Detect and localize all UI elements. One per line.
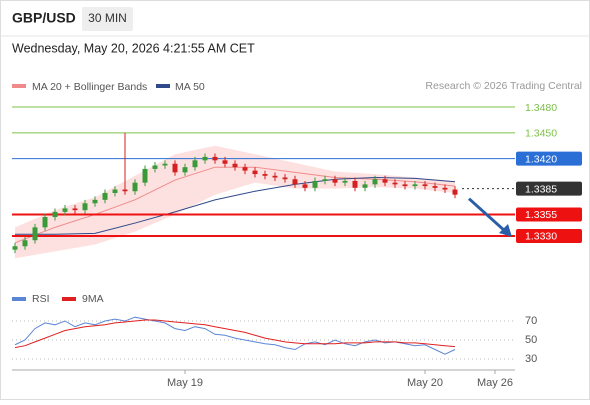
candle-body	[72, 208, 78, 211]
candle-body	[372, 179, 378, 185]
level-box	[516, 151, 582, 166]
x-tick-label: May 19	[167, 377, 203, 389]
candle-body	[202, 156, 208, 161]
level-label: 1.3450	[525, 128, 557, 140]
source: Research © 2026 Trading Central	[425, 80, 582, 92]
candle-body	[432, 186, 438, 188]
forecast-arrowhead	[499, 223, 512, 237]
candle-body	[402, 184, 408, 187]
y-tick-label: 70	[525, 315, 537, 327]
candle-body	[262, 174, 268, 176]
candle-body	[312, 180, 318, 188]
level-label: 1.3355	[525, 209, 557, 221]
candle-body	[382, 179, 388, 183]
candle-body	[152, 165, 158, 169]
candle-body	[242, 167, 248, 171]
candle-body	[222, 160, 228, 164]
level-label: 1.3330	[525, 231, 557, 243]
candle-body	[92, 199, 98, 204]
candle-body	[412, 184, 418, 187]
candle-body	[62, 208, 68, 212]
candle-body	[292, 179, 298, 185]
level-box	[516, 228, 582, 243]
candle-body	[142, 168, 148, 183]
level-label: 1.3385	[525, 183, 557, 195]
candle-body	[122, 189, 128, 192]
candle-body	[12, 246, 18, 250]
legend-label: MA 50	[175, 81, 205, 93]
candle-body	[102, 192, 108, 200]
candle-body	[132, 182, 138, 192]
ma50-line	[15, 176, 456, 235]
candle-body	[362, 184, 368, 188]
candle-body	[32, 227, 38, 241]
timeframe: 30 MIN	[88, 11, 127, 25]
candle-body	[212, 156, 218, 161]
legend-swatch	[12, 297, 26, 301]
level-box	[516, 207, 582, 222]
level-box	[516, 181, 582, 196]
legend-label: MA 20 + Bollinger Bands	[32, 81, 147, 93]
candle-body	[332, 179, 338, 183]
candle-body	[182, 167, 188, 173]
candle-body	[52, 211, 58, 218]
legend-swatch	[12, 84, 26, 88]
datetime: Wednesday, May 20, 2026 4:21:55 AM CET	[12, 41, 255, 55]
candle-body	[302, 184, 308, 188]
legend-label: RSI	[32, 293, 50, 305]
timeframe-badge	[82, 7, 133, 31]
legend-swatch	[156, 84, 170, 88]
candle-body	[252, 170, 258, 175]
x-tick-label: May 26	[477, 377, 513, 389]
forecast-arrow	[467, 197, 508, 234]
candle-body	[282, 177, 288, 180]
candle-body	[392, 182, 398, 185]
rsi-line	[14, 319, 456, 349]
level-label: 1.3480	[525, 102, 557, 114]
candle-body	[272, 175, 278, 178]
y-tick-label: 50	[525, 334, 537, 346]
candle-body	[322, 179, 328, 181]
symbol: GBP/USD	[12, 10, 76, 26]
candle-body	[22, 240, 28, 247]
candle-body	[82, 203, 88, 211]
bollinger-band	[15, 145, 455, 259]
legend-label: 9MA	[82, 293, 104, 305]
candle-body	[112, 189, 118, 193]
candle-body	[352, 180, 358, 188]
candle-body	[42, 217, 48, 228]
candle-body	[172, 163, 178, 173]
x-tick-label: May 20	[407, 377, 443, 389]
candle-body	[422, 184, 428, 187]
candle-body	[162, 163, 168, 166]
candle-body	[452, 189, 458, 195]
y-tick-label: 30	[525, 353, 537, 365]
candle-body	[442, 187, 448, 190]
candle-body	[232, 163, 238, 168]
legend-swatch	[62, 297, 76, 301]
candle-body	[192, 160, 198, 168]
level-label: 1.3420	[525, 153, 557, 165]
candle-body	[342, 180, 348, 183]
